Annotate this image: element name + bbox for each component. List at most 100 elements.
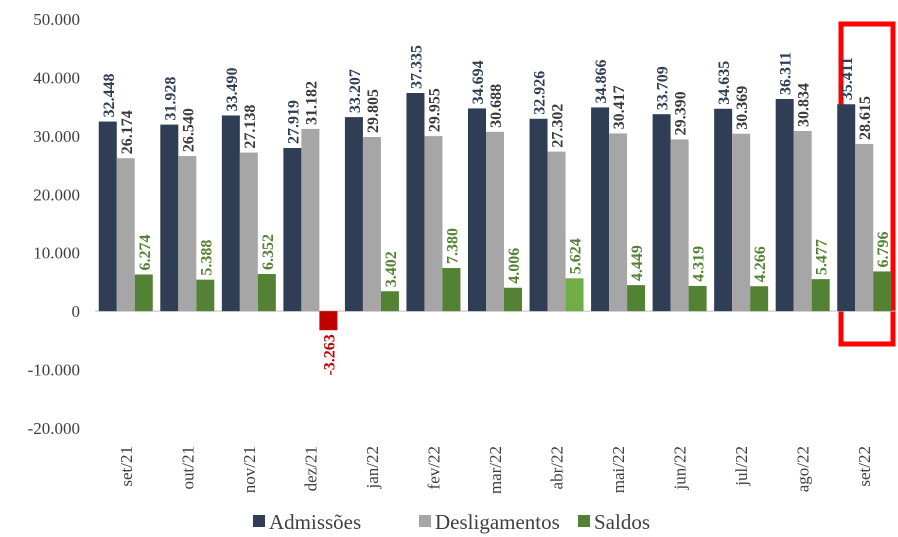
data-label: 31.182 [303,81,320,125]
bar [855,143,874,312]
bar [301,128,320,312]
bar [529,118,548,312]
data-label: 29.805 [365,89,382,133]
bar [750,286,769,312]
data-label: 27.919 [285,100,302,144]
bar [837,104,856,312]
bar [793,130,812,312]
bar [406,92,425,312]
y-tick-label: 50.000 [33,10,80,29]
bar [257,274,276,312]
x-tick-label: jul/22 [732,446,751,487]
bar [811,279,830,312]
bar [221,115,240,312]
bar [873,271,892,312]
y-tick-label: -10.000 [28,361,80,380]
y-tick-label: 0 [72,302,81,321]
data-label: 4.006 [506,248,523,284]
legend-swatch [253,515,265,527]
data-label: 33.709 [655,66,672,110]
data-label: 6.796 [875,231,892,267]
data-label: 30.688 [488,84,505,128]
data-label: 5.624 [568,238,585,274]
data-label: 5.477 [814,239,831,275]
bar [714,108,733,312]
legend-swatch [578,515,590,527]
bar [319,311,338,331]
data-label: 26.540 [180,108,197,152]
x-tick-label: set/21 [117,446,136,487]
bar [239,152,258,312]
bar [98,121,117,312]
data-label: 30.369 [734,86,751,130]
x-tick-label: set/22 [855,446,874,487]
bar [380,291,399,312]
legend-label: Saldos [594,510,650,534]
x-tick-label: dez/21 [301,446,320,491]
bar [160,124,179,312]
data-label: 31.928 [162,77,179,121]
bar [344,117,363,312]
y-tick-label: 40.000 [33,68,80,87]
legend-label: Admissões [269,510,361,534]
x-tick-label: jan/22 [363,446,382,490]
data-label: 33.207 [347,69,364,113]
bar [283,148,302,312]
bar [591,107,610,312]
bar [627,285,646,312]
bar [609,133,628,312]
x-tick-label: jun/22 [671,446,690,490]
data-label: 30.834 [796,83,813,127]
data-label: 3.402 [383,251,400,287]
data-label: 26.174 [119,110,136,154]
x-tick-label: ago/22 [794,446,813,492]
x-tick-label: mai/22 [609,446,628,493]
bar [486,131,504,312]
y-tick-label: 30.000 [33,127,80,146]
y-tick-label: -20.000 [28,419,80,438]
bar [732,133,751,312]
bar [670,139,689,312]
data-label: 27.138 [242,105,259,149]
data-label: 7.380 [444,228,461,264]
bar [116,158,135,312]
data-label: 35.411 [839,57,856,100]
legend-swatch [419,515,431,527]
data-label: 37.335 [408,45,425,89]
data-label: 34.694 [470,60,487,104]
bar [178,156,197,312]
data-label: 29.390 [673,91,690,135]
data-label: 5.388 [198,240,215,276]
data-label: 29.955 [426,88,443,132]
y-tick-label: 10.000 [33,244,80,263]
bar [547,151,566,312]
data-label: 27.302 [550,104,567,148]
data-label: 34.635 [716,61,733,105]
bar [424,136,443,312]
data-label: 4.319 [691,246,708,282]
data-label: 28.615 [857,96,874,140]
data-label: 4.266 [752,246,769,282]
x-tick-label: abr/22 [548,446,567,489]
bar [196,279,215,312]
data-label: 33.490 [224,67,241,111]
bar [688,285,707,312]
data-label: 4.449 [629,245,646,281]
x-tick-label: nov/21 [240,446,259,493]
bar [362,136,381,312]
bar [134,274,153,312]
bar [468,108,486,312]
x-tick-label: mar/22 [486,446,505,494]
data-label: 36.311 [778,52,795,95]
x-tick-label: out/21 [178,446,197,489]
data-label: 6.352 [260,234,277,270]
bar [652,114,671,312]
data-label: 34.866 [593,59,610,103]
data-label: -3.263 [321,334,338,375]
x-tick-label: fev/22 [424,446,443,489]
data-label: 6.274 [137,234,154,270]
y-tick-label: 20.000 [33,185,80,204]
bar [504,287,522,312]
legend-label: Desligamentos [435,510,560,534]
